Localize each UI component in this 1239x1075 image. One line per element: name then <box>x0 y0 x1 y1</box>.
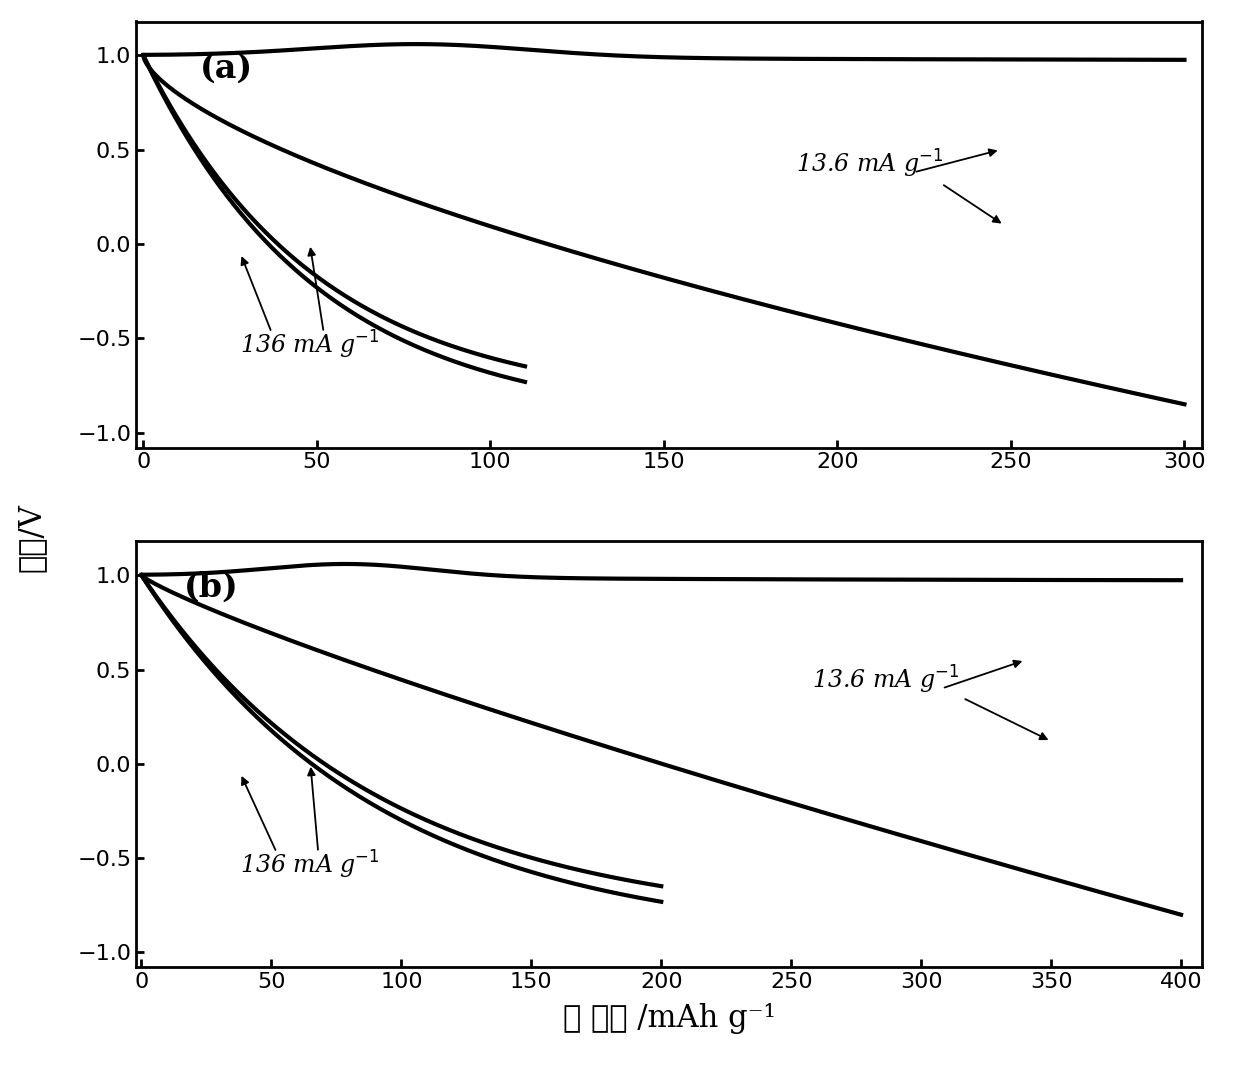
Text: 136 mA g$^{-1}$: 136 mA g$^{-1}$ <box>240 329 380 361</box>
X-axis label: 比 容量 /mAh g⁻¹: 比 容量 /mAh g⁻¹ <box>563 1003 776 1034</box>
Text: (b): (b) <box>185 571 239 604</box>
Text: 13.6 mA g$^{-1}$: 13.6 mA g$^{-1}$ <box>812 663 959 696</box>
Text: 电压/V: 电压/V <box>15 503 47 572</box>
Text: 136 mA g$^{-1}$: 136 mA g$^{-1}$ <box>240 848 380 880</box>
Text: 13.6 mA g$^{-1}$: 13.6 mA g$^{-1}$ <box>795 147 943 180</box>
Text: (a): (a) <box>201 52 253 84</box>
